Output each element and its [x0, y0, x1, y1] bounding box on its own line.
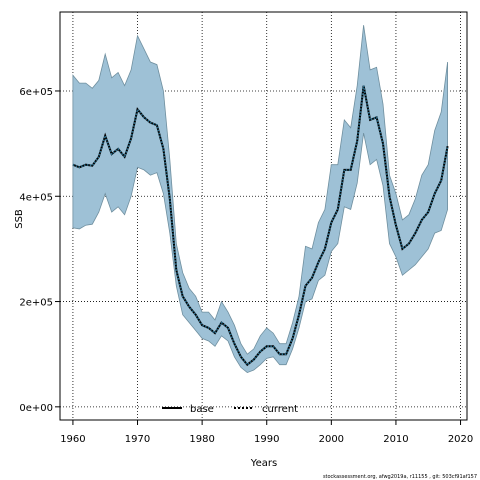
footnote: stockassessment.org, afwg2019a, r11155 ,… [323, 474, 477, 480]
y-axis: 0e+00 2e+05 4e+05 6e+05 [19, 87, 60, 414]
x-tick-label: 1980 [189, 434, 214, 445]
y-tick-label: 4e+05 [19, 192, 53, 203]
y-tick-label: 2e+05 [19, 298, 53, 309]
x-tick-label: 1960 [60, 434, 85, 445]
x-tick-label: 2010 [383, 434, 408, 445]
legend-label-current: current [262, 404, 298, 415]
y-axis-title: SSB [14, 209, 25, 229]
x-tick-label: 2020 [448, 434, 473, 445]
plot-frame [59, 11, 468, 421]
x-tick-label: 2000 [319, 434, 344, 445]
x-tick-label: 1970 [125, 434, 150, 445]
legend-label-base: base [190, 404, 214, 415]
x-axis: 1960 1970 1980 1990 2000 2010 2020 [60, 420, 473, 445]
legend: base current [162, 404, 298, 415]
x-axis-title: Years [250, 458, 277, 469]
y-tick-label: 0e+00 [19, 403, 53, 414]
y-tick-label: 6e+05 [19, 87, 53, 98]
x-tick-label: 1990 [254, 434, 279, 445]
confidence-band [72, 25, 448, 374]
series-line-current [72, 85, 449, 366]
